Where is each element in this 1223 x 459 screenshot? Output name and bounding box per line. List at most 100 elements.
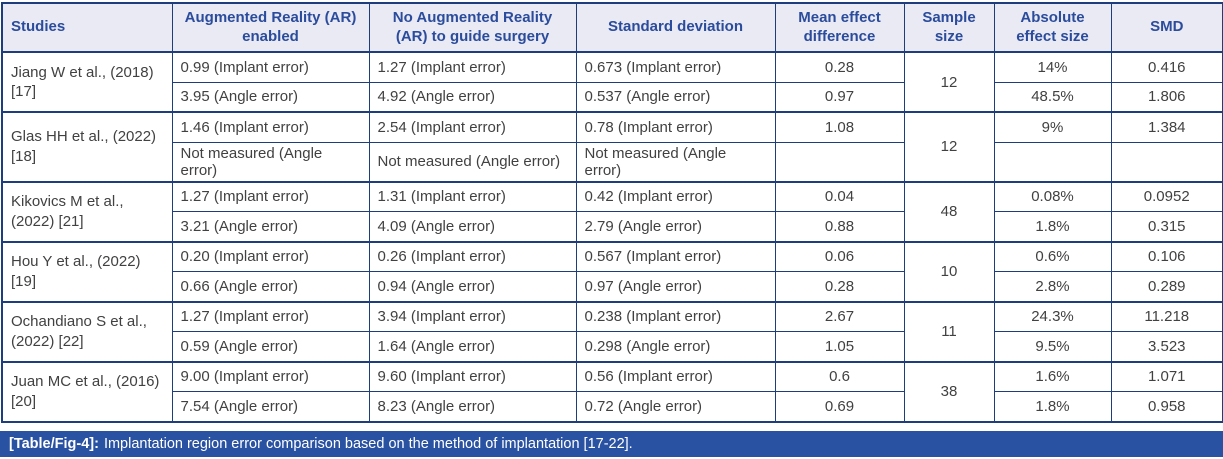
ar-enabled-cell: 0.66 (Angle error) [171, 271, 370, 302]
column-header-6: Absolute effect size [993, 2, 1112, 53]
smd-cell: 0.106 [1110, 240, 1223, 272]
mean-effect-diff-cell [774, 141, 905, 182]
absolute-effect-cell: 9.5% [993, 331, 1112, 362]
absolute-effect-cell: 48.5% [993, 81, 1112, 113]
no-ar-cell: 4.09 (Angle error) [368, 211, 577, 242]
mean-effect-diff-cell: 0.04 [774, 180, 905, 212]
smd-cell: 1.071 [1110, 360, 1223, 392]
smd-cell: 0.416 [1110, 51, 1223, 83]
absolute-effect-cell: 24.3% [993, 300, 1112, 332]
study-name-cell: Jiang W et al., (2018) [17] [1, 51, 173, 113]
table-row: 7.54 (Angle error) 8.23 (Angle error) 0.72… [2, 391, 1223, 422]
absolute-effect-cell: 0.6% [993, 240, 1112, 272]
table-body: Jiang W et al., (2018) [17] 0.99 (Implant… [1, 51, 1223, 422]
study-name-cell: Glas HH et al., (2022) [18] [1, 111, 173, 182]
table-row: Hou Y et al., (2022) [19] 0.20 (Implant e… [1, 240, 1223, 302]
mean-effect-diff-cell: 1.05 [774, 331, 905, 362]
no-ar-cell: 9.60 (Implant error) [368, 360, 577, 392]
no-ar-cell: 0.94 (Angle error) [368, 271, 577, 302]
std-deviation-cell: Not measured (Angle error) [575, 141, 776, 182]
smd-cell: 0.315 [1110, 211, 1223, 242]
std-deviation-cell: 0.78 (Implant error) [575, 111, 776, 143]
table-row: Kikovics M et al., (2022) [21] 1.27 (Impl… [1, 180, 1223, 242]
implantation-error-table: Studies Augmented Reality (AR) enabled No … [1, 2, 1223, 423]
std-deviation-cell: 0.72 (Angle error) [575, 391, 776, 422]
ar-enabled-cell: 9.00 (Implant error) [171, 360, 370, 392]
no-ar-cell: 3.94 (Implant error) [368, 300, 577, 332]
study-name-cell: Hou Y et al., (2022) [19] [1, 240, 173, 302]
std-deviation-cell: 0.537 (Angle error) [575, 81, 776, 113]
column-header-4: Mean effect difference [774, 2, 905, 53]
mean-effect-diff-cell: 0.28 [774, 271, 905, 302]
sample-size-cell: 11 [903, 300, 995, 362]
ar-enabled-cell: Not measured (Angle error) [171, 141, 370, 182]
ar-enabled-cell: 1.27 (Implant error) [171, 180, 370, 212]
std-deviation-cell: 0.567 (Implant error) [575, 240, 776, 272]
no-ar-cell: 4.92 (Angle error) [368, 81, 577, 113]
ar-enabled-cell: 0.59 (Angle error) [171, 331, 370, 362]
smd-cell: 0.958 [1110, 391, 1223, 422]
no-ar-cell: 2.54 (Implant error) [368, 111, 577, 143]
sample-size-cell: 38 [903, 360, 995, 422]
mean-effect-diff-cell: 0.06 [774, 240, 905, 272]
no-ar-cell: 8.23 (Angle error) [368, 391, 577, 422]
absolute-effect-cell: 2.8% [993, 271, 1112, 302]
ar-enabled-cell: 0.99 (Implant error) [171, 51, 370, 83]
absolute-effect-cell: 9% [993, 111, 1112, 143]
column-header-0: Studies [1, 2, 173, 53]
std-deviation-cell: 0.238 (Implant error) [575, 300, 776, 332]
smd-cell: 0.289 [1110, 271, 1223, 302]
smd-cell: 3.523 [1110, 331, 1223, 362]
ar-enabled-cell: 7.54 (Angle error) [171, 391, 370, 422]
table-row: 0.66 (Angle error) 0.94 (Angle error) 0.97… [2, 271, 1223, 302]
no-ar-cell: Not measured (Angle error) [368, 141, 577, 182]
column-header-5: Sample size [903, 2, 995, 53]
column-header-1: Augmented Reality (AR) enabled [171, 2, 370, 53]
absolute-effect-cell: 1.8% [993, 211, 1112, 242]
ar-enabled-cell: 3.21 (Angle error) [171, 211, 370, 242]
caption-text: Implantation region error comparison bas… [103, 436, 633, 452]
sample-size-cell: 10 [903, 240, 995, 302]
ar-enabled-cell: 0.20 (Implant error) [171, 240, 370, 272]
std-deviation-cell: 2.79 (Angle error) [575, 211, 776, 242]
std-deviation-cell: 0.97 (Angle error) [575, 271, 776, 302]
smd-cell: 1.806 [1110, 81, 1223, 113]
smd-cell: 11.218 [1110, 300, 1223, 332]
mean-effect-diff-cell: 0.28 [774, 51, 905, 83]
absolute-effect-cell: 1.6% [993, 360, 1112, 392]
table-header: Studies Augmented Reality (AR) enabled No … [1, 2, 1223, 53]
sample-size-cell: 48 [903, 180, 995, 242]
caption-label: [Table/Fig-4]: [9, 436, 99, 452]
mean-effect-diff-cell: 0.88 [774, 211, 905, 242]
smd-cell [1110, 141, 1223, 182]
absolute-effect-cell: 1.8% [993, 391, 1112, 422]
table-row: 3.21 (Angle error) 4.09 (Angle error) 2.79… [2, 211, 1223, 242]
std-deviation-cell: 0.56 (Implant error) [575, 360, 776, 392]
table-row: Jiang W et al., (2018) [17] 0.99 (Implant… [1, 51, 1223, 113]
smd-cell: 1.384 [1110, 111, 1223, 143]
absolute-effect-cell: 0.08% [993, 180, 1112, 212]
mean-effect-diff-cell: 0.97 [774, 81, 905, 113]
no-ar-cell: 1.31 (Implant error) [368, 180, 577, 212]
table-row: 0.59 (Angle error) 1.64 (Angle error) 0.29… [2, 331, 1223, 362]
ar-enabled-cell: 1.46 (Implant error) [171, 111, 370, 143]
no-ar-cell: 1.64 (Angle error) [368, 331, 577, 362]
std-deviation-cell: 0.42 (Implant error) [575, 180, 776, 212]
mean-effect-diff-cell: 1.08 [774, 111, 905, 143]
no-ar-cell: 0.26 (Implant error) [368, 240, 577, 272]
ar-enabled-cell: 1.27 (Implant error) [171, 300, 370, 332]
table-row: Ochandiano S et al., (2022) [22] 1.27 (Im… [1, 300, 1223, 362]
sample-size-cell: 12 [903, 51, 995, 113]
absolute-effect-cell: 14% [993, 51, 1112, 83]
std-deviation-cell: 0.298 (Angle error) [575, 331, 776, 362]
ar-enabled-cell: 3.95 (Angle error) [171, 81, 370, 113]
table-row: Juan MC et al., (2016) [20] 9.00 (Implant… [1, 360, 1223, 422]
mean-effect-diff-cell: 0.69 [774, 391, 905, 422]
table-row: Not measured (Angle error) Not measured (… [2, 141, 1223, 182]
study-name-cell: Kikovics M et al., (2022) [21] [1, 180, 173, 242]
sample-size-cell: 12 [903, 111, 995, 182]
no-ar-cell: 1.27 (Implant error) [368, 51, 577, 83]
std-deviation-cell: 0.673 (Implant error) [575, 51, 776, 83]
study-name-cell: Ochandiano S et al., (2022) [22] [1, 300, 173, 362]
table-row: 3.95 (Angle error) 4.92 (Angle error) 0.53… [2, 81, 1223, 113]
